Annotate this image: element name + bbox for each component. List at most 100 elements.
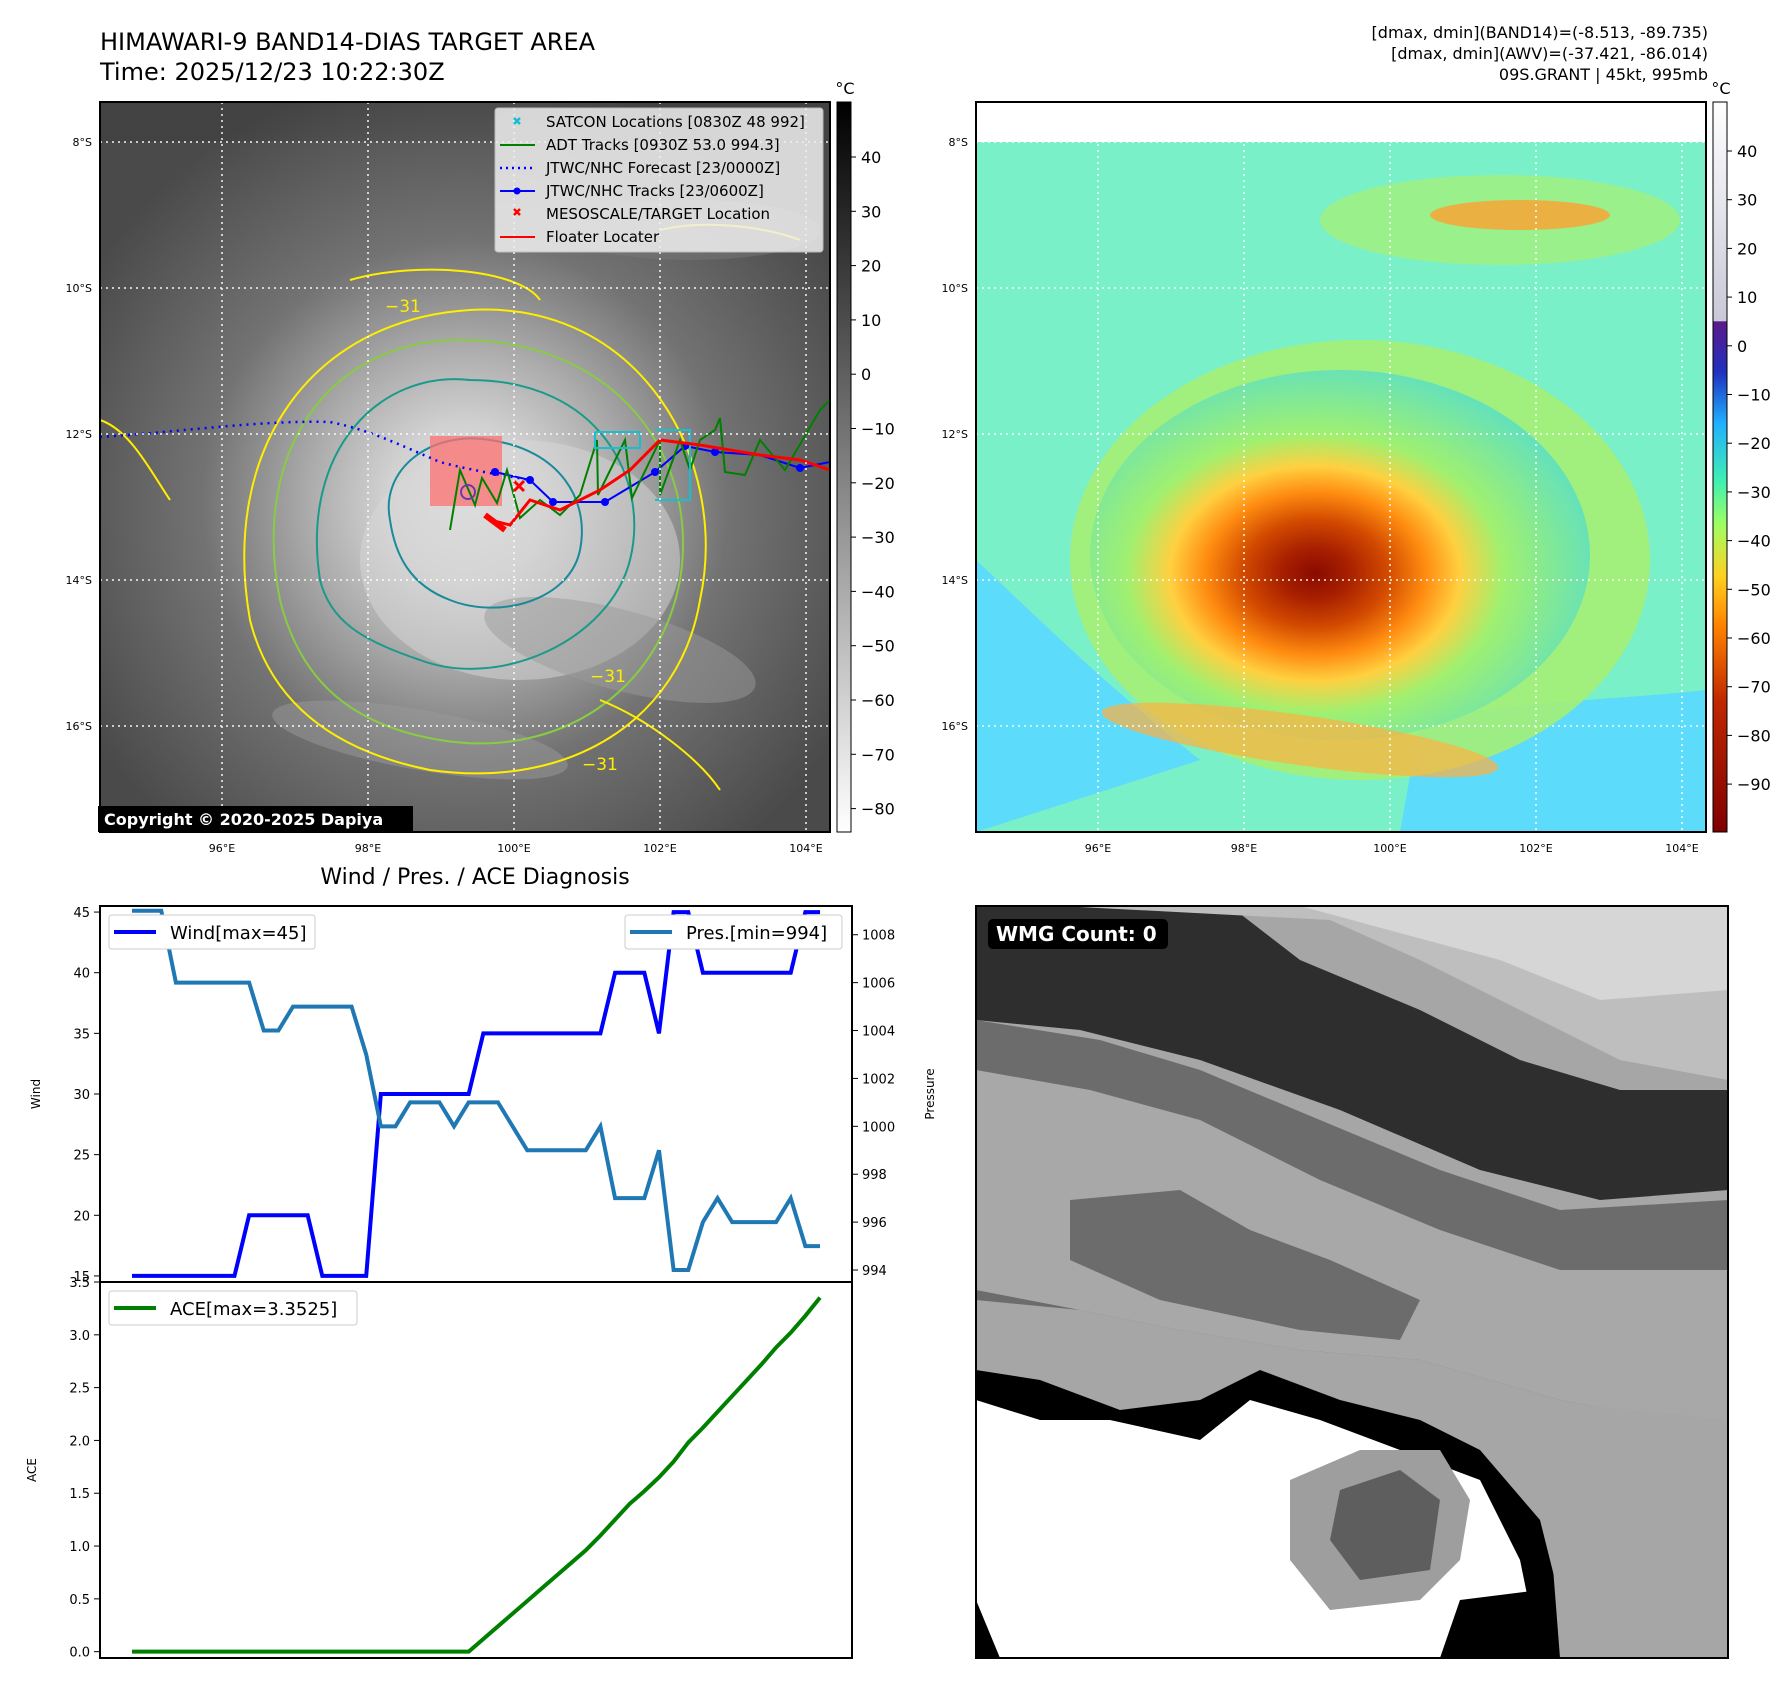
- ace-series-line: [132, 1296, 822, 1654]
- floater-box: [430, 436, 502, 506]
- svg-text:104°E: 104°E: [1665, 842, 1698, 855]
- ace-tick-label: 3.0: [69, 1329, 90, 1344]
- colorbar-tick-label: −50: [861, 637, 895, 656]
- lat-ticks-left: 8°S 10°S 12°S 14°S 16°S: [66, 136, 92, 733]
- lat-ticks-right: 8°S 10°S 12°S 14°S 16°S: [942, 136, 968, 733]
- wind-tick-label: 25: [73, 1149, 90, 1164]
- lon-ticks-left: 96°E 98°E 100°E 102°E 104°E: [209, 842, 823, 855]
- ace-tick-label: 0.0: [69, 1646, 90, 1661]
- colorbar-tick-label: −70: [1737, 678, 1771, 697]
- satcon-locations: [594, 431, 641, 449]
- pressure-tick-label: 994: [862, 1264, 887, 1279]
- colorbar-tick-label: 10: [1737, 288, 1757, 307]
- ace-legend-label: ACE[max=3.3525]: [170, 1299, 337, 1320]
- wind-pressure-chart: 15 20 25 30 35 40 45 994 996 998 1000 1002 1004 1006…: [29, 905, 937, 1285]
- colorbar-tick-label: −40: [861, 582, 895, 601]
- colorbar-tick-label: 40: [861, 148, 881, 167]
- svg-text:14°S: 14°S: [942, 574, 968, 587]
- wind-legend-label: Wind[max=45]: [170, 923, 307, 944]
- colorbar-tick-label: −60: [1737, 629, 1771, 648]
- colorbar-unit: °C: [1711, 79, 1730, 98]
- pressure-tick-label: 1004: [862, 1025, 895, 1040]
- wind-series-line: [132, 910, 820, 1278]
- colorbar-tick-label: −10: [1737, 386, 1771, 405]
- info-awv: [dmax, dmin](AWV)=(-37.421, -86.014): [1391, 44, 1708, 63]
- colorbar-tick-label: −90: [1737, 775, 1771, 794]
- pressure-axis-label: Pressure: [923, 1068, 937, 1119]
- svg-text:10°S: 10°S: [942, 282, 968, 295]
- x-marker-icon: [513, 208, 521, 216]
- wind-tick-label: 15: [73, 1270, 90, 1285]
- colorbar-tick-label: −70: [861, 745, 895, 764]
- colorbar-tick-label: 30: [861, 202, 881, 221]
- ace-tick-label: 2.5: [69, 1382, 90, 1397]
- colorbar-tick-label: −30: [861, 528, 895, 547]
- svg-text:16°S: 16°S: [66, 720, 92, 733]
- target-marker: [512, 479, 526, 493]
- contour-label: −31: [385, 297, 421, 317]
- colorbar-gray: °C 40 30 20 10 0 −10 −20 −30 −40 −50 −60 −70 −80: [835, 79, 895, 833]
- wind-tick-label: 45: [73, 906, 90, 921]
- pressure-tick-label: 1002: [862, 1072, 895, 1087]
- ace-tick-label: 2.0: [69, 1434, 90, 1449]
- line-dot-icon: [500, 187, 535, 195]
- svg-text:14°S: 14°S: [66, 574, 92, 587]
- svg-text:8°S: 8°S: [73, 136, 92, 149]
- svg-text:98°E: 98°E: [355, 842, 381, 855]
- svg-text:96°E: 96°E: [209, 842, 235, 855]
- colorbar-tick-label: −50: [1737, 580, 1771, 599]
- svg-text:10°S: 10°S: [66, 282, 92, 295]
- svg-text:100°E: 100°E: [1373, 842, 1406, 855]
- colorbar-tick-label: 40: [1737, 142, 1757, 161]
- wind-tick-label: 35: [73, 1027, 90, 1042]
- ace-chart: 0.0 0.5 1.0 1.5 2.0 2.5 3.0 3.5 ACE ACE[max=3.3…: [25, 1276, 853, 1661]
- svg-text:98°E: 98°E: [1231, 842, 1257, 855]
- wind-legend: Wind[max=45]: [108, 914, 316, 950]
- figure-time: Time: 2025/12/23 10:22:30Z: [99, 58, 445, 86]
- pressure-series-line: [132, 908, 820, 1273]
- colorbar-tick-label: −20: [1737, 434, 1771, 453]
- info-band14: [dmax, dmin](BAND14)=(-8.513, -89.735): [1372, 23, 1708, 42]
- colorbar-tick-label: −80: [1737, 726, 1771, 745]
- svg-text:8°S: 8°S: [949, 136, 968, 149]
- wind-axis-label: Wind: [29, 1079, 43, 1109]
- colorbar-tick-label: −20: [861, 474, 895, 493]
- ace-legend: ACE[max=3.3525]: [108, 1290, 358, 1326]
- svg-text:102°E: 102°E: [1519, 842, 1552, 855]
- colorbar-tick-label: −40: [1737, 532, 1771, 551]
- wind-tick-label: 40: [73, 967, 90, 982]
- pressure-tick-label: 998: [862, 1168, 887, 1183]
- pressure-legend-label: Pres.[min=994]: [686, 923, 827, 944]
- map-legend: SATCON Locations [0830Z 48 992] ADT Trac…: [494, 107, 824, 253]
- lon-ticks-right: 96°E 98°E 100°E 102°E 104°E: [1085, 842, 1699, 855]
- colorbar-tick-label: −10: [861, 420, 895, 439]
- legend-target: MESOSCALE/TARGET Location: [546, 205, 770, 223]
- pressure-legend: Pres.[min=994]: [624, 914, 843, 950]
- colorbar-color: °C 40 30 20 10 0 −10 −20 −30 −40 −50 −60 −70 −80 −90: [1711, 79, 1771, 833]
- legend-jtwc: JTWC/NHC Tracks [23/0600Z]: [545, 182, 764, 200]
- ace-axis-label: ACE: [25, 1458, 39, 1482]
- colorbar-tick-label: 20: [1737, 239, 1757, 258]
- svg-text:16°S: 16°S: [942, 720, 968, 733]
- colorbar-tick-label: 0: [861, 365, 871, 384]
- colorbar-tick-label: −80: [861, 800, 895, 819]
- ace-tick-label: 3.5: [69, 1276, 90, 1291]
- colorbar-tick-label: 30: [1737, 191, 1757, 210]
- colorbar-tick-label: 20: [861, 257, 881, 276]
- pressure-tick-label: 1008: [862, 929, 895, 944]
- ace-tick-label: 1.5: [69, 1487, 90, 1502]
- wmg-panel: WMG Count: 0: [975, 905, 1729, 1659]
- forecast-track: [99, 420, 531, 482]
- pressure-tick-label: 1000: [862, 1120, 895, 1135]
- svg-text:12°S: 12°S: [66, 428, 92, 441]
- adt-track: [449, 399, 831, 531]
- colorbar-tick-label: −60: [861, 691, 895, 710]
- x-marker-icon: [513, 117, 521, 125]
- satcon-locations: [655, 429, 691, 501]
- colorbar-unit: °C: [835, 79, 854, 98]
- colorbar-tick-label: 0: [1737, 337, 1747, 356]
- wmg-count: WMG Count: 0: [996, 922, 1157, 946]
- map-grid: [976, 102, 1706, 832]
- contour-label: −31: [590, 667, 626, 687]
